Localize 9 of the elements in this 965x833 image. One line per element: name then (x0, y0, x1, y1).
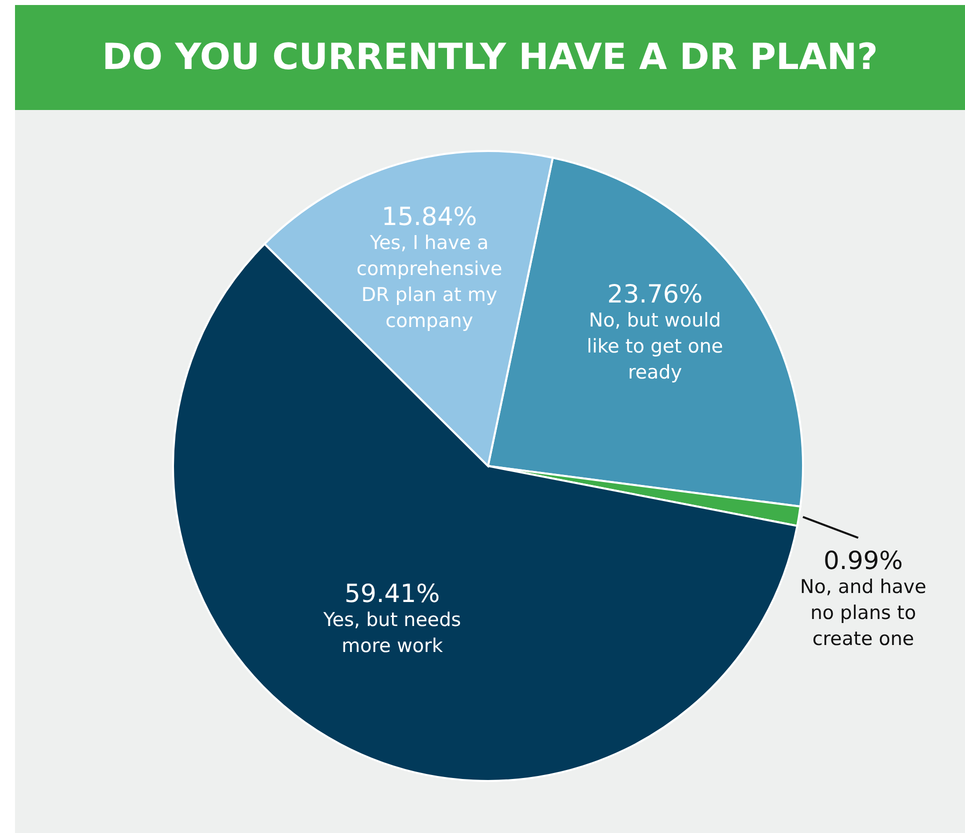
slice-label: No, but would like to get one ready (586, 309, 724, 384)
data-label: 0.99% (823, 546, 903, 575)
data-label: 15.84% (382, 202, 477, 231)
slice-label: Yes, I have a comprehensive DR plan at my company (356, 232, 502, 332)
slice-label: No, and have no plans to create one (800, 576, 926, 650)
slice-label: Yes, but needs more work (322, 608, 462, 657)
data-label: 59.41% (344, 578, 440, 608)
data-label: 23.76% (607, 279, 703, 308)
chart-title: DO YOU CURRENTLY HAVE A DR PLAN? (102, 37, 878, 78)
